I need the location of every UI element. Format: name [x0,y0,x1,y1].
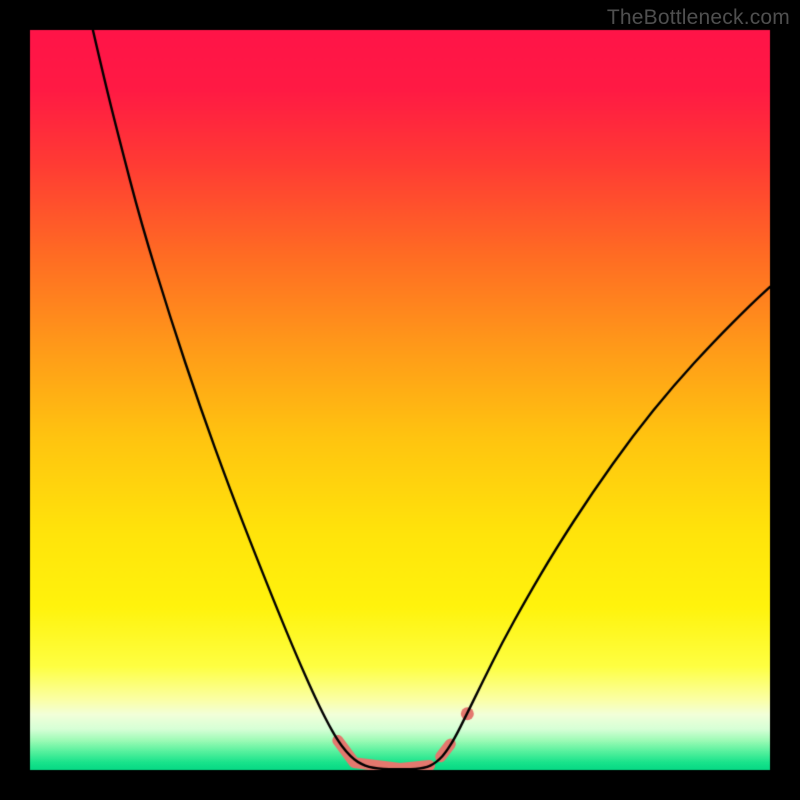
chart-stage: TheBottleneck.com [0,0,800,800]
bottleneck-curve-chart [0,0,800,800]
